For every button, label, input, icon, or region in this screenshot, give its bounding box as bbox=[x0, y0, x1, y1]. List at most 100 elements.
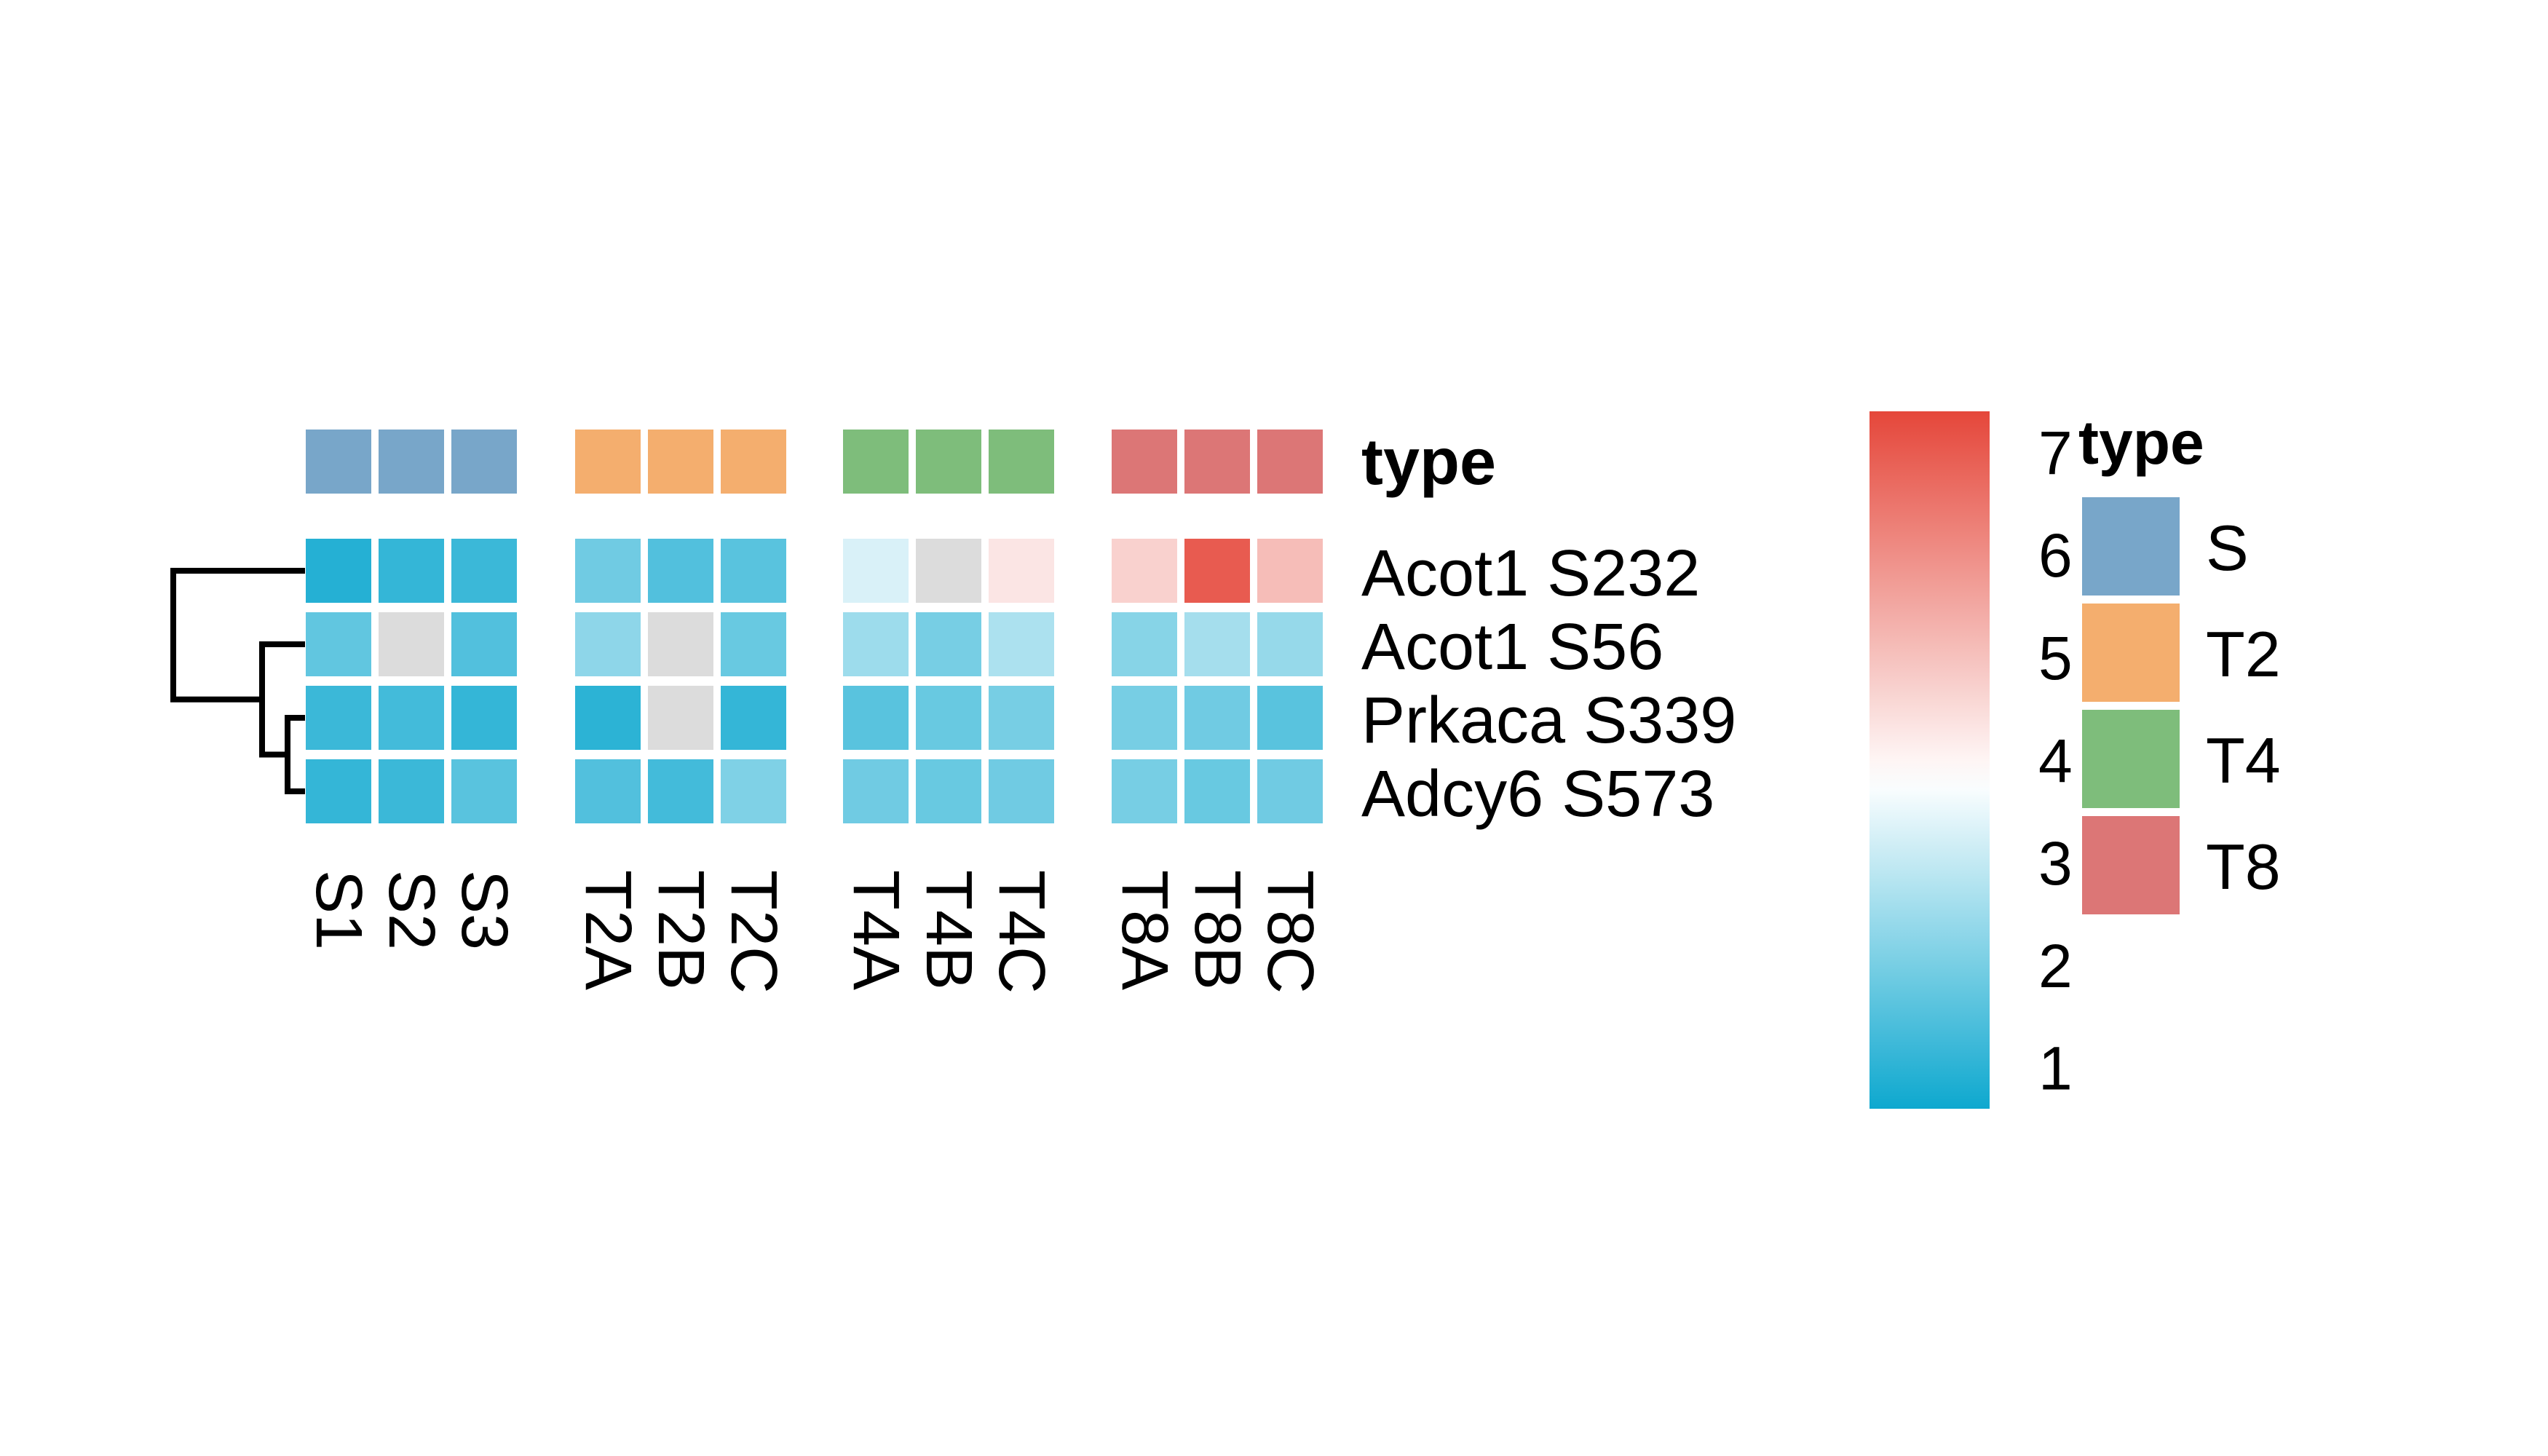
colorbar-tick-label: 7 bbox=[2038, 419, 2073, 487]
heatmap-cell bbox=[843, 539, 909, 603]
heatmap-cell bbox=[989, 759, 1054, 823]
row-dendrogram bbox=[170, 568, 305, 794]
legend-swatch-s bbox=[2082, 497, 2180, 596]
heatmap-cell bbox=[648, 686, 713, 750]
colorbar-tick-label: 6 bbox=[2038, 521, 2073, 590]
legend-title: type bbox=[2078, 408, 2204, 477]
heatmap-cell bbox=[1257, 539, 1323, 603]
heatmap-cell bbox=[1112, 686, 1177, 750]
heatmap-cell bbox=[916, 612, 981, 676]
column-label: T8A bbox=[1108, 870, 1181, 990]
heatmap-cell bbox=[843, 759, 909, 823]
column-label: T8B bbox=[1181, 870, 1254, 990]
annotation-cell-t8 bbox=[1112, 430, 1177, 494]
heatmap-cell bbox=[575, 612, 641, 676]
heatmap-cell bbox=[1257, 612, 1323, 676]
row-label: Prkaca S339 bbox=[1361, 684, 1736, 757]
column-labels: S1 S2 S3 T2A T2B T2C T4A T4B T4C T8A T8B T8C bbox=[302, 870, 1326, 994]
heatmap-cell bbox=[721, 539, 786, 603]
column-annotation bbox=[306, 430, 1323, 494]
dendrogram-branch bbox=[259, 641, 305, 758]
annotation-cell-s bbox=[306, 430, 371, 494]
heatmap-cell bbox=[1112, 539, 1177, 603]
legend-label-s: S bbox=[2206, 512, 2249, 584]
annotation-cell-s bbox=[451, 430, 517, 494]
heatmap-cell bbox=[575, 686, 641, 750]
heatmap-cells bbox=[306, 539, 1323, 823]
heatmap-cell bbox=[451, 759, 517, 823]
colorbar-ticks: 7 6 5 4 3 2 1 bbox=[2038, 419, 2073, 1102]
legend-swatch-t4 bbox=[2082, 710, 2180, 808]
colorbar-tick-label: 3 bbox=[2038, 829, 2073, 898]
column-label: T2B bbox=[644, 870, 717, 990]
heatmap-cell bbox=[843, 686, 909, 750]
legend-label-t4: T4 bbox=[2206, 724, 2281, 796]
colorbar-tick-label: 5 bbox=[2038, 624, 2073, 692]
legend-label-t8: T8 bbox=[2206, 831, 2281, 903]
heatmap-cell bbox=[721, 759, 786, 823]
row-label: Acot1 S56 bbox=[1361, 611, 1663, 684]
heatmap-cell bbox=[843, 612, 909, 676]
column-label: T2C bbox=[717, 870, 790, 994]
annotation-cell-t8 bbox=[1257, 430, 1323, 494]
column-label: T4B bbox=[912, 870, 985, 990]
annotation-title: type bbox=[1361, 426, 1496, 499]
heatmap-cell bbox=[1184, 539, 1250, 603]
heatmap-cell bbox=[1184, 612, 1250, 676]
column-label: T8C bbox=[1254, 870, 1326, 994]
heatmap-cell bbox=[306, 686, 371, 750]
legend-label-t2: T2 bbox=[2206, 618, 2281, 690]
heatmap-cell bbox=[721, 612, 786, 676]
heatmap-cell bbox=[575, 539, 641, 603]
column-label: T4C bbox=[985, 870, 1058, 994]
annotation-cell-t2 bbox=[648, 430, 713, 494]
colorbar-tick-label: 2 bbox=[2038, 932, 2073, 1000]
heatmap-cell bbox=[379, 539, 444, 603]
heatmap-cell bbox=[451, 612, 517, 676]
heatmap-cell bbox=[451, 686, 517, 750]
heatmap-cell bbox=[379, 686, 444, 750]
heatmap-cell bbox=[648, 539, 713, 603]
annotation-cell-t4 bbox=[843, 430, 909, 494]
annotation-cell-t8 bbox=[1184, 430, 1250, 494]
heatmap-cell bbox=[1257, 759, 1323, 823]
legend-swatch-t8 bbox=[2082, 816, 2180, 914]
heatmap-cell bbox=[989, 686, 1054, 750]
heatmap-cell bbox=[1257, 686, 1323, 750]
heatmap-cell bbox=[648, 759, 713, 823]
row-label: Acot1 S232 bbox=[1361, 537, 1700, 610]
legend-entries: S T2 T4 T8 bbox=[2082, 497, 2281, 914]
annotation-cell-t4 bbox=[989, 430, 1054, 494]
heatmap-cell bbox=[1112, 759, 1177, 823]
heatmap-cell bbox=[721, 686, 786, 750]
heatmap-cell bbox=[1184, 759, 1250, 823]
heatmap-cell bbox=[916, 686, 981, 750]
heatmap-cell bbox=[989, 612, 1054, 676]
heatmap-cell bbox=[306, 759, 371, 823]
column-label: T2A bbox=[571, 870, 644, 990]
annotation-cell-t2 bbox=[721, 430, 786, 494]
row-label: Adcy6 S573 bbox=[1361, 758, 1714, 831]
colorbar-tick-label: 1 bbox=[2038, 1034, 2073, 1103]
heatmap-cell bbox=[306, 539, 371, 603]
dendrogram-branch bbox=[170, 568, 305, 703]
heatmap-cell bbox=[648, 612, 713, 676]
heatmap-cell bbox=[1184, 686, 1250, 750]
heatmap-cell bbox=[916, 759, 981, 823]
legend: 7 6 5 4 3 2 1 type S T2 T4 T8 bbox=[1870, 408, 2281, 1109]
colorbar-tick-label: 4 bbox=[2038, 727, 2073, 795]
annotation-cell-t2 bbox=[575, 430, 641, 494]
column-label: S2 bbox=[375, 870, 448, 950]
heatmap-cell bbox=[989, 539, 1054, 603]
annotation-cell-t4 bbox=[916, 430, 981, 494]
annotation-cell-s bbox=[379, 430, 444, 494]
heatmap-cell bbox=[1112, 612, 1177, 676]
heatmap-cell bbox=[379, 759, 444, 823]
heatmap-cell bbox=[575, 759, 641, 823]
column-label: S3 bbox=[448, 870, 521, 950]
colorbar bbox=[1870, 411, 1990, 1109]
heatmap-cell bbox=[451, 539, 517, 603]
heatmap-cell bbox=[916, 539, 981, 603]
